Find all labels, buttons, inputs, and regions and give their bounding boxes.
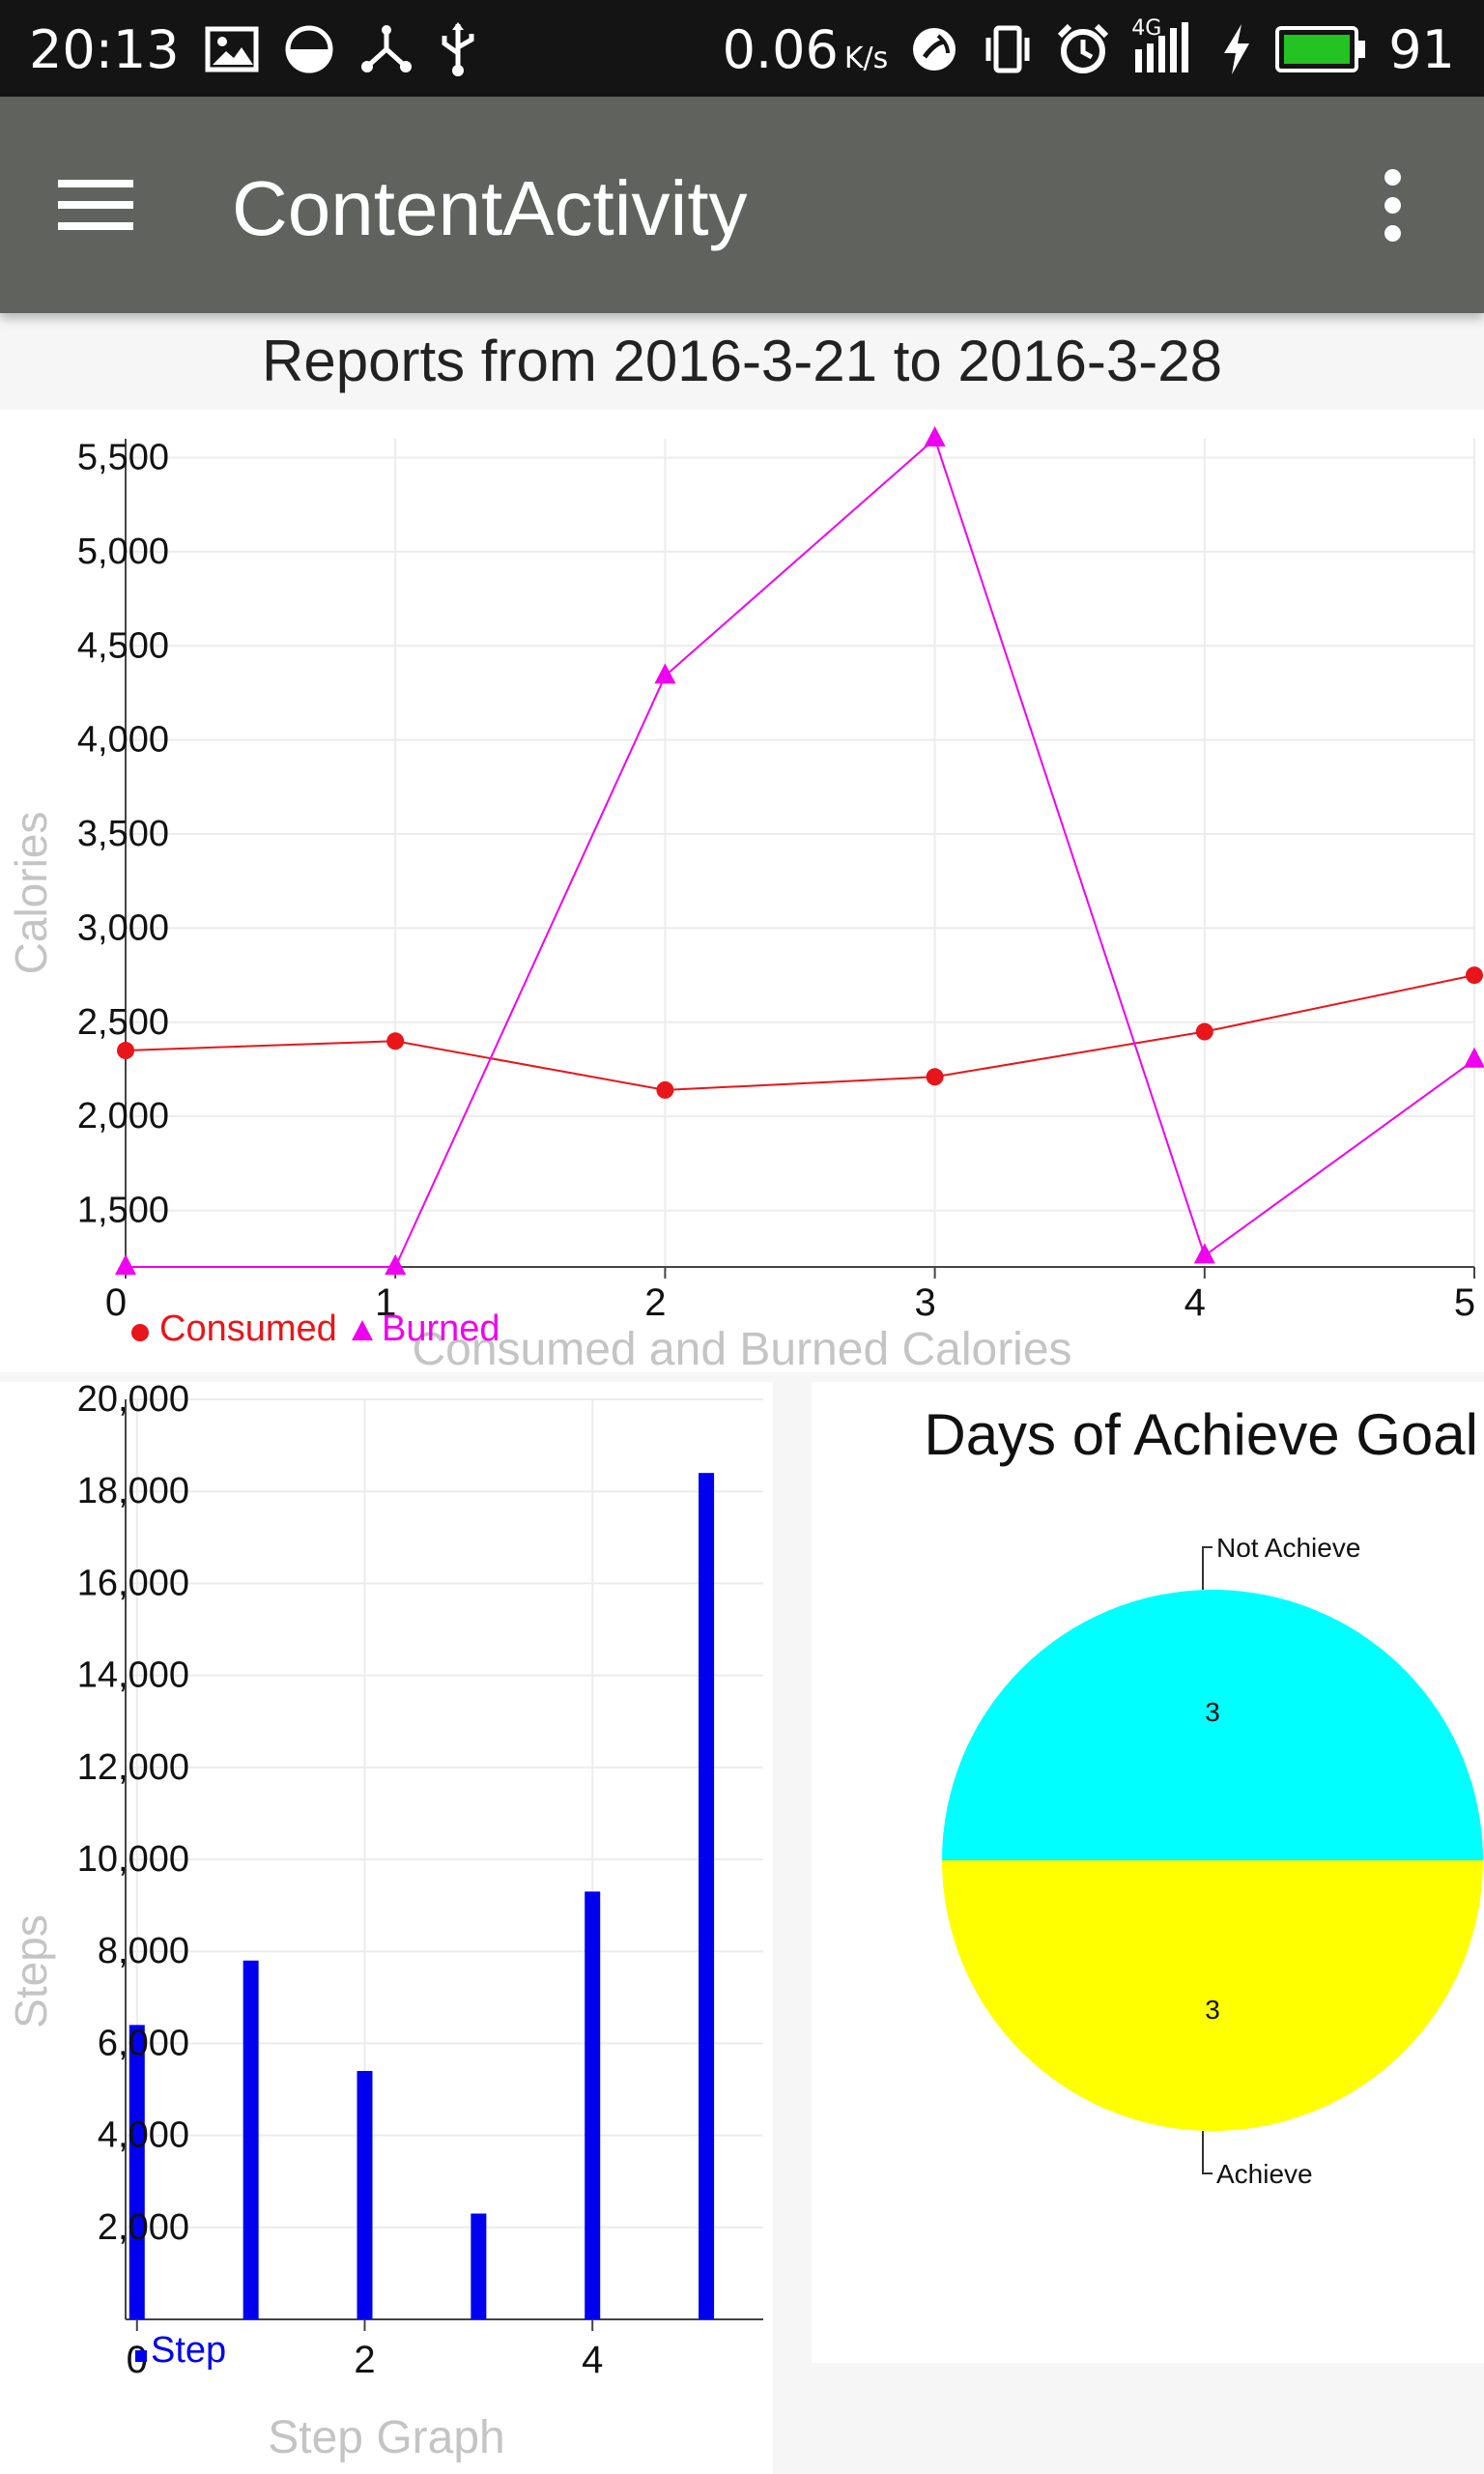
step-bar (357, 2070, 373, 2319)
battery-icon (1274, 25, 1367, 73)
data-point-burned (385, 1254, 407, 1275)
pie-slice-achieve (942, 1860, 1483, 2131)
y-tick-label: 6,000 (98, 2023, 189, 2063)
share-hub-icon (359, 24, 414, 74)
data-saver-icon (284, 24, 334, 74)
pie-slice-not-achieve (942, 1590, 1483, 1860)
data-point-consumed (1195, 1022, 1213, 1041)
goal-pie-chart: 3 Not Achieve 3 Achieve (942, 1533, 1483, 2189)
x-tick-label: 1 (375, 1281, 396, 1324)
data-point-burned (1464, 1047, 1484, 1068)
step-bar (243, 1960, 259, 2319)
x-tick-label: 4 (1184, 1281, 1206, 1324)
y-tick-label: 5,500 (77, 437, 169, 477)
pie-leader-line (1202, 2131, 1213, 2174)
y-tick-label: 14,000 (77, 1655, 189, 1696)
network-speed: 0.06 K/s (722, 18, 889, 80)
series-line-burned (126, 437, 1475, 1268)
pie-leader-line (1202, 1546, 1213, 1590)
data-point-burned (1193, 1243, 1215, 1264)
x-tick-label: 2 (354, 2339, 375, 2381)
y-tick-label: 3,500 (77, 814, 169, 854)
step-bar (699, 1473, 715, 2319)
steps-bar-chart: Steps 2,000 4,000 6,000 8,000 10,000 12,000 14… (6, 1382, 763, 2463)
hamburger-menu-icon[interactable] (58, 164, 155, 245)
network-speed-unit: K/s (843, 41, 889, 75)
legend-marker-burned (352, 1320, 373, 1340)
app-bar: ContentActivity (0, 97, 1484, 313)
legend-label-consumed: Consumed (159, 1309, 337, 1349)
vibrate-icon (981, 22, 1035, 76)
y-tick-label: 2,500 (77, 1002, 169, 1043)
y-tick-label: 12,000 (77, 1747, 189, 1788)
report-title: Reports from 2016-3-21 to 2016-3-28 (262, 329, 1222, 393)
calories-line-chart: Calories 1,500 2,000 2,500 3,000 3,500 4,000 4… (6, 426, 1484, 1375)
data-point-consumed (386, 1032, 405, 1050)
x-tick-label: 4 (582, 2339, 603, 2381)
step-chart-panel (0, 1382, 773, 2474)
y-axis-title: Steps (6, 1914, 56, 2028)
series-line-consumed (125, 974, 1475, 1091)
data-point-consumed (117, 1042, 134, 1060)
data-point-burned (115, 1254, 136, 1275)
status-bar: 20:13 0.06 K/s 4G (0, 0, 1484, 97)
y-tick-label: 4,000 (77, 720, 169, 761)
y-tick-label: 3,000 (77, 907, 169, 948)
y-tick-label: 18,000 (77, 1471, 189, 1511)
data-point-burned (924, 426, 946, 446)
legend-label-step: Step (151, 2330, 226, 2371)
step-bar (471, 2213, 487, 2319)
legend-marker-consumed (131, 1324, 149, 1341)
y-tick-label: 5,000 (77, 532, 169, 572)
battery-level: 91 (1388, 18, 1455, 80)
charging-icon (1220, 22, 1253, 76)
more-vert-icon[interactable] (1358, 164, 1426, 245)
x-tick-label: 2 (644, 1281, 666, 1324)
y-tick-label: 20,000 (77, 1382, 189, 1420)
battery-fill (1284, 35, 1351, 64)
y-axis-title: Calories (6, 812, 56, 975)
chart-title: Step Graph (268, 2412, 504, 2463)
status-time: 20:13 (29, 18, 180, 80)
nfc-icon (909, 24, 959, 74)
x-tick-label: 5 (1454, 1281, 1475, 1324)
y-tick-label: 4,500 (77, 625, 169, 666)
x-tick-label: 0 (105, 1281, 127, 1324)
data-point-burned (654, 663, 676, 684)
pie-slice-label: Achieve (1216, 2159, 1313, 2189)
pie-value-label: 3 (1205, 1697, 1220, 1727)
pie-slice-label: Not Achieve (1216, 1533, 1360, 1563)
alarm-icon (1056, 22, 1110, 76)
pie-chart-title: Days of Achieve Goal (924, 1402, 1478, 1467)
legend-marker-step (135, 2350, 147, 2362)
usb-icon (439, 20, 477, 78)
signal-icon: 4G (1131, 16, 1199, 78)
y-tick-label: 1,500 (77, 1191, 169, 1231)
chart-title: Consumed and Burned Calories (412, 1324, 1071, 1375)
y-tick-label: 8,000 (98, 1931, 189, 1971)
calories-chart-panel (0, 410, 1484, 1372)
image-icon (205, 26, 259, 72)
data-point-consumed (926, 1068, 944, 1086)
y-tick-label: 2,000 (98, 2207, 189, 2248)
y-tick-label: 16,000 (77, 1563, 189, 1603)
legend-label-burned: Burned (382, 1309, 500, 1349)
data-point-consumed (1466, 966, 1483, 985)
step-bar (128, 2025, 145, 2319)
step-bar (585, 1891, 601, 2319)
y-tick-label: 10,000 (77, 1839, 189, 1880)
data-point-consumed (656, 1080, 674, 1099)
y-tick-label: 4,000 (98, 2115, 189, 2156)
pie-value-label: 3 (1205, 1995, 1220, 2025)
status-bar-right: 0.06 K/s 4G 91 (723, 15, 1455, 83)
network-type: 4G (1131, 16, 1162, 41)
y-tick-label: 2,000 (77, 1096, 169, 1136)
status-bar-left: 20:13 (29, 15, 477, 83)
x-tick-label: 3 (914, 1281, 935, 1324)
app-title: ContentActivity (232, 165, 748, 251)
